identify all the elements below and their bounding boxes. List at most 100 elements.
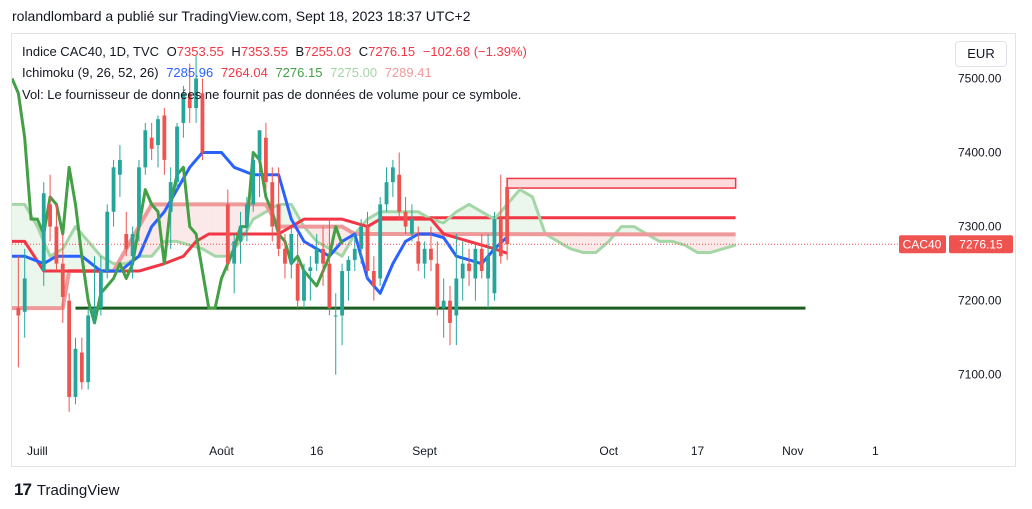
- candle-body[interactable]: [225, 204, 230, 264]
- candle-body[interactable]: [105, 211, 110, 272]
- candle-body[interactable]: [365, 226, 370, 272]
- cloud-segment: [215, 204, 219, 257]
- candle-body[interactable]: [441, 300, 446, 309]
- candle-body[interactable]: [156, 119, 160, 146]
- candle-body[interactable]: [244, 204, 249, 227]
- cloud-segment: [56, 250, 60, 309]
- candle-body[interactable]: [359, 226, 364, 249]
- candle-body[interactable]: [283, 248, 287, 264]
- legend-ohlc[interactable]: Indice CAC40, 1D, TVC O7353.55 H7353.55 …: [22, 44, 531, 59]
- candle-body[interactable]: [473, 248, 478, 279]
- price-badge-value: 7276.15: [959, 237, 1003, 251]
- candle-body[interactable]: [352, 248, 357, 260]
- candle-body[interactable]: [289, 234, 294, 264]
- candle-body[interactable]: [130, 234, 135, 257]
- candle-body[interactable]: [378, 204, 383, 279]
- candle-body[interactable]: [48, 204, 52, 227]
- legend-ichimoku[interactable]: Ichimoku (9, 26, 52, 26) 7285.96 7264.04…: [22, 65, 436, 80]
- candle-body[interactable]: [124, 234, 129, 249]
- candle-body[interactable]: [384, 182, 389, 205]
- cloud-segment: [221, 204, 225, 257]
- y-tick-label: 7200.00: [958, 294, 1002, 308]
- cloud-segment: [478, 209, 482, 235]
- candle-body[interactable]: [232, 241, 237, 264]
- candle-body[interactable]: [22, 278, 27, 312]
- currency-button[interactable]: EUR: [955, 41, 1007, 67]
- candle-body[interactable]: [492, 219, 497, 294]
- candle-body[interactable]: [238, 226, 243, 242]
- resistance-zone[interactable]: [506, 177, 737, 189]
- chart-frame[interactable]: [11, 33, 1016, 467]
- candle-body[interactable]: [257, 130, 262, 160]
- candle-body[interactable]: [390, 167, 395, 183]
- cloud-segment: [510, 196, 514, 235]
- candle-body[interactable]: [60, 263, 65, 297]
- candle-body[interactable]: [73, 348, 78, 397]
- legend-low: B7255.03: [295, 44, 352, 59]
- candle-body[interactable]: [162, 115, 167, 160]
- candle-body[interactable]: [54, 226, 59, 264]
- candle-body[interactable]: [460, 263, 465, 279]
- candle-body[interactable]: [435, 263, 440, 309]
- candle-body[interactable]: [410, 219, 414, 234]
- candle-body[interactable]: [314, 248, 319, 264]
- y-tick-label: 7100.00: [958, 368, 1002, 382]
- candle-body[interactable]: [371, 271, 376, 286]
- candle-body[interactable]: [346, 259, 351, 272]
- candle-body[interactable]: [448, 300, 452, 323]
- candle-body[interactable]: [168, 182, 173, 212]
- candle-body[interactable]: [327, 263, 332, 309]
- candle-body[interactable]: [486, 256, 490, 279]
- cloud-segment: [205, 204, 209, 253]
- candle-body[interactable]: [79, 352, 84, 383]
- candle-body[interactable]: [181, 93, 186, 123]
- candle-body[interactable]: [308, 267, 313, 272]
- candle-body[interactable]: [416, 241, 421, 264]
- candle-body[interactable]: [86, 315, 91, 383]
- candle-body[interactable]: [149, 137, 154, 149]
- candle-body[interactable]: [16, 308, 21, 316]
- cloud-segment: [722, 234, 727, 249]
- cloud-segment: [389, 211, 393, 235]
- candle-body[interactable]: [270, 182, 275, 227]
- legend-high: H7353.55: [231, 44, 288, 59]
- candle-body[interactable]: [251, 159, 256, 205]
- candle-body[interactable]: [454, 278, 459, 316]
- candle-body[interactable]: [333, 315, 338, 317]
- candle-body[interactable]: [403, 211, 408, 227]
- tenkan-line[interactable]: [12, 151, 509, 295]
- candle-body[interactable]: [111, 167, 116, 212]
- cloud-segment: [481, 211, 485, 235]
- candle-body[interactable]: [467, 263, 471, 272]
- candle-body[interactable]: [175, 126, 179, 183]
- cloud-segment: [326, 226, 330, 249]
- candle-body[interactable]: [302, 271, 306, 301]
- candle-body[interactable]: [429, 248, 433, 260]
- candle-body[interactable]: [194, 78, 198, 109]
- candle-body[interactable]: [118, 159, 122, 175]
- candle-body[interactable]: [340, 271, 344, 316]
- candle-body[interactable]: [321, 248, 325, 264]
- candle-body[interactable]: [67, 300, 72, 397]
- candle-body[interactable]: [505, 186, 510, 245]
- candle-body[interactable]: [276, 204, 281, 249]
- candle-body[interactable]: [143, 130, 148, 168]
- candle-body[interactable]: [41, 193, 46, 272]
- candle-body[interactable]: [295, 263, 300, 301]
- cloud-segment: [69, 232, 73, 272]
- cloud-segment: [386, 211, 390, 235]
- candle-body[interactable]: [137, 167, 141, 227]
- candle-body[interactable]: [92, 308, 97, 316]
- candle-body[interactable]: [264, 137, 268, 183]
- candle-body[interactable]: [498, 219, 503, 257]
- candle-body[interactable]: [397, 174, 402, 212]
- candle-body[interactable]: [479, 248, 484, 272]
- candle-body[interactable]: [422, 248, 427, 264]
- candle-body[interactable]: [187, 93, 192, 109]
- cloud-segment: [523, 191, 527, 235]
- candle-body[interactable]: [98, 271, 103, 309]
- footer-brand[interactable]: 17 TradingView: [14, 480, 119, 500]
- cloud-segment: [586, 234, 590, 253]
- candle-body[interactable]: [200, 93, 205, 153]
